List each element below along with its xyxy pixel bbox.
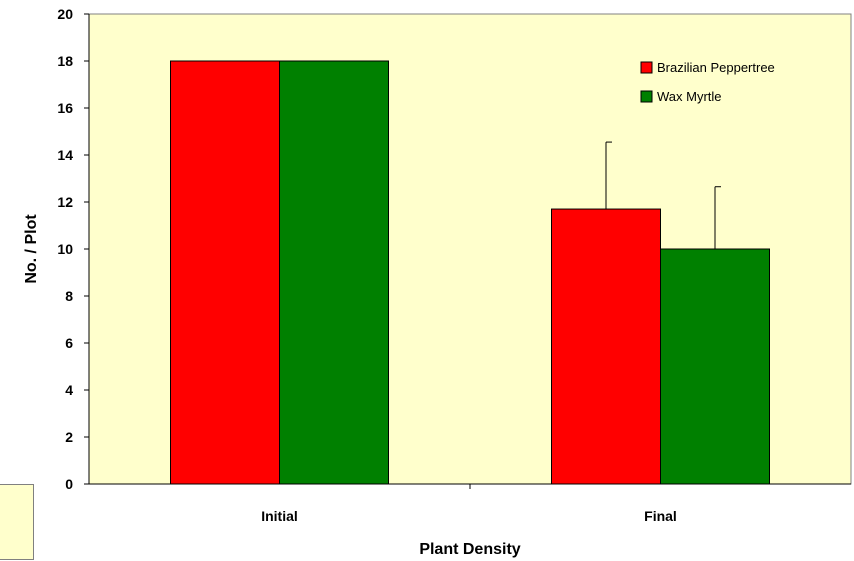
x-axis-title: Plant Density (419, 541, 520, 558)
y-axis-title: No. / Plot (23, 214, 40, 284)
x-ticks: Initial Final (261, 484, 677, 524)
corner-box (0, 484, 34, 560)
error-bars (605, 141, 721, 249)
legend-swatch (640, 61, 653, 74)
y-tick-label: 0 (65, 476, 73, 492)
y-tick-label: 2 (65, 429, 73, 445)
y-tick-label: 4 (65, 382, 73, 398)
y-tick-label: 16 (57, 100, 73, 116)
legend: Brazilian Peppertree Wax Myrtle (640, 60, 775, 104)
bar (551, 208, 661, 485)
x-tick-label: Initial (261, 508, 298, 524)
y-tick-label: 6 (65, 335, 73, 351)
bar (660, 248, 770, 485)
x-tick-label: Final (644, 508, 677, 524)
y-tick-label: 10 (57, 241, 73, 257)
legend-label: Brazilian Peppertree (657, 60, 775, 75)
y-tick-label: 14 (57, 147, 73, 163)
bar (279, 60, 389, 485)
bar (170, 60, 280, 485)
legend-swatch (640, 90, 653, 103)
legend-label: Wax Myrtle (657, 89, 722, 104)
y-tick-label: 18 (57, 53, 73, 69)
y-tick-label: 8 (65, 288, 73, 304)
bars (170, 60, 770, 485)
y-ticks: 0 2 4 6 8 10 12 14 16 18 20 (57, 6, 89, 492)
y-tick-label: 12 (57, 194, 73, 210)
y-tick-label: 20 (57, 6, 73, 22)
